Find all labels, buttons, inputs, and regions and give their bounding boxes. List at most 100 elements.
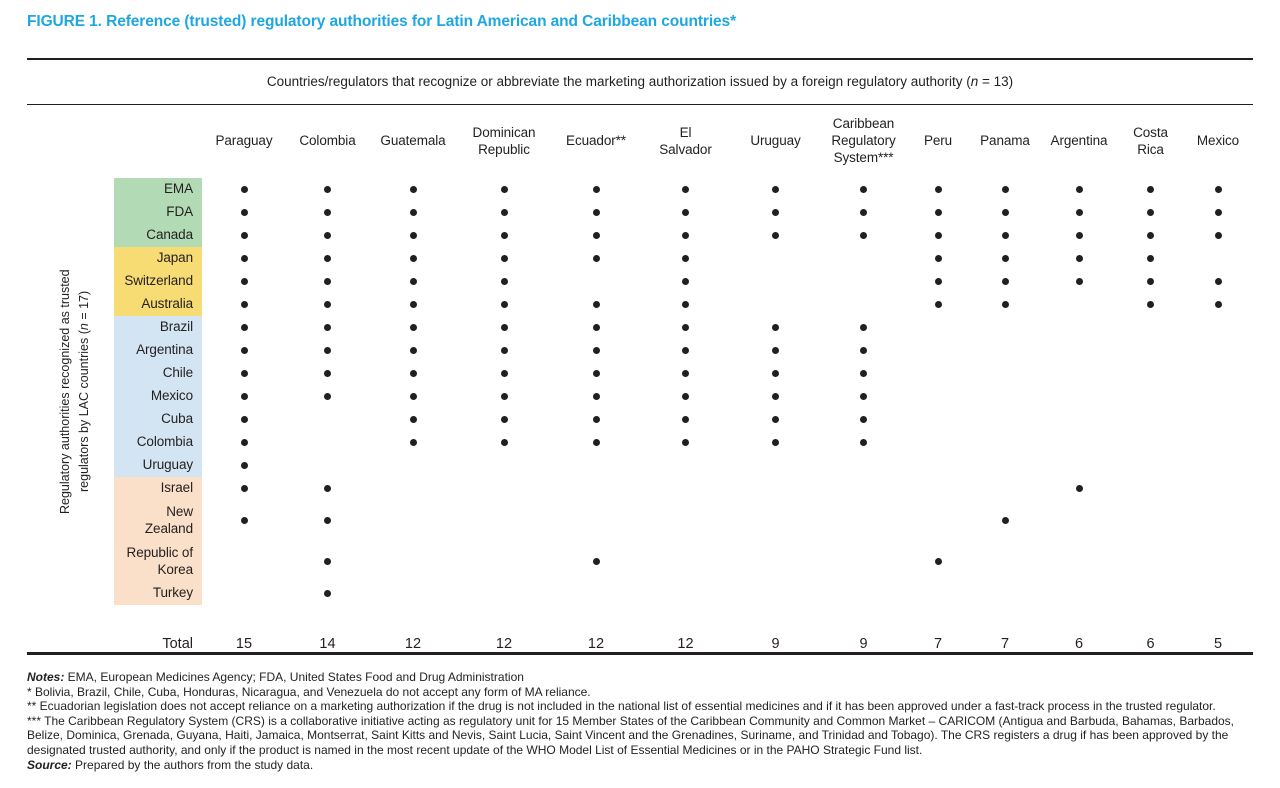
matrix-cell	[1040, 582, 1118, 605]
matrix-cell	[1040, 224, 1118, 247]
dot-marker	[500, 231, 508, 239]
dot-marker	[1001, 208, 1009, 216]
matrix-cell	[1183, 541, 1253, 582]
matrix-cell	[641, 270, 730, 293]
matrix-cell	[1040, 247, 1118, 270]
matrix-span-header: Countries/regulators that recognize or a…	[266, 73, 1014, 89]
matrix-cell	[551, 454, 641, 477]
matrix-cell	[730, 178, 821, 201]
dot-marker	[934, 185, 942, 193]
matrix-cell	[641, 541, 730, 582]
dot-marker	[772, 231, 779, 239]
matrix-cell	[970, 477, 1040, 500]
matrix-cell	[641, 582, 730, 605]
matrix-cell	[202, 224, 286, 247]
matrix-cell	[1118, 293, 1183, 316]
dot-marker	[772, 185, 779, 193]
dot-marker	[1001, 516, 1009, 524]
dot-marker	[324, 254, 331, 262]
dot-marker	[592, 208, 600, 216]
matrix-cell	[821, 582, 906, 605]
matrix-cell	[1118, 408, 1183, 431]
matrix-cell	[202, 541, 286, 582]
matrix-cell	[906, 247, 970, 270]
dot-marker	[324, 323, 331, 331]
row-label-argentina: Argentina	[114, 339, 202, 362]
matrix-row-turkey: Turkey	[27, 582, 1253, 605]
dot-marker	[240, 208, 248, 216]
dot-marker	[934, 277, 942, 285]
matrix-cell	[821, 247, 906, 270]
matrix-cell	[457, 500, 551, 541]
figure-title: FIGURE 1. Reference (trusted) regulatory…	[27, 13, 737, 30]
matrix-cell	[730, 541, 821, 582]
dot-marker	[934, 300, 942, 308]
matrix-cell	[970, 541, 1040, 582]
total-value: 6	[1118, 605, 1183, 655]
matrix-cell	[369, 339, 457, 362]
matrix-cell	[286, 224, 369, 247]
dot-marker	[1214, 277, 1222, 285]
matrix-cell	[369, 477, 457, 500]
dot-marker	[1075, 484, 1083, 492]
dot-marker	[592, 254, 600, 262]
matrix-cell	[1118, 431, 1183, 454]
matrix-cell	[970, 408, 1040, 431]
note-line: Notes: EMA, European Medicines Agency; F…	[27, 670, 524, 684]
matrix-table: Paraguay Colombia Guatemala Dominican Repub…	[27, 105, 1253, 655]
matrix-cell	[906, 201, 970, 224]
dot-marker	[409, 208, 417, 216]
matrix-cell	[551, 477, 641, 500]
dot-marker	[240, 185, 248, 193]
matrix-cell	[551, 362, 641, 385]
matrix-cell	[641, 500, 730, 541]
dot-marker	[500, 277, 508, 285]
dot-marker	[240, 254, 248, 262]
matrix-cell	[641, 293, 730, 316]
matrix-cell	[369, 224, 457, 247]
dot-marker	[240, 231, 248, 239]
dot-marker	[592, 185, 600, 193]
dot-marker	[682, 369, 689, 377]
dot-marker	[1214, 300, 1222, 308]
header-rule	[27, 103, 1253, 105]
dot-marker	[592, 323, 600, 331]
matrix-cell	[730, 454, 821, 477]
total-row: Total 15 14 12 12 12 12 9 9 7 7 6 6 5	[27, 605, 1253, 655]
row-label-japan: Japan	[114, 247, 202, 270]
matrix-cell	[286, 477, 369, 500]
note-prefix: Source:	[27, 757, 72, 772]
matrix-cell	[1118, 362, 1183, 385]
dot-marker	[772, 323, 779, 331]
matrix-cell	[641, 385, 730, 408]
matrix-cell	[1183, 247, 1253, 270]
matrix-cell	[551, 500, 641, 541]
row-label-cell: Brazil	[27, 316, 202, 339]
matrix-cell	[821, 339, 906, 362]
matrix-row-republic-of-korea: Republic of Korea	[27, 541, 1253, 582]
matrix-cell	[286, 408, 369, 431]
total-value: 7	[970, 605, 1040, 655]
dot-marker	[409, 392, 417, 400]
matrix-cell	[286, 178, 369, 201]
dot-marker	[934, 557, 942, 565]
matrix-cell	[906, 293, 970, 316]
dot-marker	[500, 369, 508, 377]
matrix-cell	[457, 582, 551, 605]
dot-marker	[934, 208, 942, 216]
dot-marker	[240, 369, 248, 377]
row-label-cell: Turkey	[27, 582, 202, 605]
matrix-cell	[369, 431, 457, 454]
matrix-cell	[1118, 316, 1183, 339]
row-label-cell: Japan	[27, 247, 202, 270]
matrix-cell	[821, 541, 906, 582]
dot-marker	[240, 438, 248, 446]
row-label-cell: Cuba	[27, 408, 202, 431]
matrix-cell	[970, 224, 1040, 247]
matrix-cell	[970, 385, 1040, 408]
matrix-cell	[1183, 339, 1253, 362]
dot-marker	[409, 231, 417, 239]
matrix-cell	[730, 477, 821, 500]
matrix-cell	[369, 316, 457, 339]
matrix-cell	[730, 247, 821, 270]
